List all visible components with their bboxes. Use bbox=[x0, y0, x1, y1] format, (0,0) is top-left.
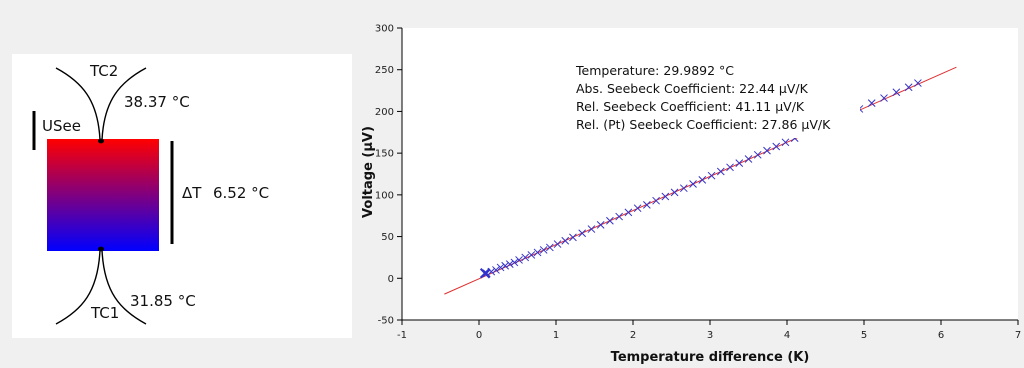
x-axis-ticks: -1 0 1 2 3 4 5 6 7 bbox=[397, 320, 1021, 341]
data-point bbox=[707, 171, 716, 180]
data-point bbox=[545, 243, 554, 252]
data-point bbox=[880, 94, 888, 102]
data-point bbox=[606, 216, 614, 225]
data-point bbox=[501, 261, 510, 270]
x-tick-label: 4 bbox=[784, 330, 790, 341]
annotation-box bbox=[568, 58, 860, 138]
x-axis-title: Temperature difference (K) bbox=[611, 350, 810, 365]
tc1-wire-left bbox=[55, 249, 101, 325]
data-point bbox=[492, 266, 500, 274]
data-point bbox=[587, 225, 596, 233]
y-tick-label: 150 bbox=[375, 149, 394, 160]
x-tick-label: -1 bbox=[397, 330, 407, 341]
y-tick-label: 300 bbox=[375, 24, 394, 35]
y-tick-label: 250 bbox=[375, 65, 394, 76]
tc2-wire-left bbox=[55, 67, 101, 141]
data-point bbox=[553, 240, 562, 248]
usee-label: USee bbox=[42, 117, 81, 135]
x-tick-label: 2 bbox=[630, 330, 636, 341]
data-point bbox=[763, 146, 771, 155]
tc2-junction bbox=[98, 138, 104, 144]
y-axis-title: Voltage (µV) bbox=[361, 126, 376, 218]
tc1-wire-right bbox=[101, 249, 147, 325]
data-point bbox=[505, 260, 514, 268]
data-point bbox=[772, 142, 781, 151]
data-point bbox=[867, 99, 876, 107]
delta-t-label: ΔT bbox=[182, 184, 202, 202]
x-tick-label: 6 bbox=[938, 330, 944, 341]
data-point bbox=[904, 83, 913, 92]
data-point bbox=[521, 253, 530, 262]
sample-gradient-block bbox=[47, 139, 159, 251]
data-point bbox=[569, 233, 577, 242]
data-point bbox=[578, 229, 587, 238]
tc2-label: TC2 bbox=[90, 62, 119, 80]
data-markers bbox=[479, 79, 922, 279]
tc2-temperature: 38.37 °C bbox=[124, 93, 190, 111]
data-point bbox=[479, 268, 491, 279]
data-point bbox=[670, 188, 679, 197]
data-point bbox=[726, 163, 734, 172]
data-point bbox=[735, 159, 744, 168]
data-point bbox=[661, 192, 670, 201]
data-point bbox=[633, 204, 642, 213]
x-tick-label: 7 bbox=[1015, 330, 1021, 341]
y-axis-ticks: -50 0 50 100 150 200 250 300 bbox=[375, 24, 402, 327]
x-tick-label: 0 bbox=[476, 330, 482, 341]
annotation-temperature: Temperature: 29.9892 °C bbox=[575, 63, 734, 78]
tc1-label: TC1 bbox=[91, 304, 120, 322]
data-point bbox=[716, 167, 725, 176]
tc2-wire-right bbox=[101, 67, 147, 141]
data-point bbox=[533, 248, 542, 257]
data-point bbox=[744, 155, 753, 163]
data-point bbox=[539, 246, 548, 254]
y-tick-label: 0 bbox=[388, 274, 394, 285]
y-tick-label: -50 bbox=[378, 316, 394, 327]
data-point bbox=[753, 150, 762, 159]
y-tick-label: 100 bbox=[375, 190, 394, 201]
thermocouple-diagram bbox=[32, 67, 174, 325]
data-point bbox=[510, 258, 519, 267]
data-point bbox=[527, 251, 536, 259]
data-point bbox=[698, 175, 707, 184]
delta-t-value: 6.52 °C bbox=[213, 184, 270, 202]
thermocouple-diagram-panel: TC2 38.37 °C USee ΔT 6.52 °C 31.85 °C TC… bbox=[12, 54, 352, 338]
data-point bbox=[561, 236, 570, 245]
y-tick-label: 50 bbox=[381, 232, 394, 243]
data-point bbox=[679, 184, 688, 193]
data-point bbox=[624, 208, 633, 217]
data-point bbox=[643, 201, 651, 209]
annotation-rel-pt-seebeck: Rel. (Pt) Seebeck Coefficient: 27.86 µV/… bbox=[576, 117, 831, 132]
tc1-temperature: 31.85 °C bbox=[130, 292, 196, 310]
data-point bbox=[496, 263, 505, 272]
data-point bbox=[892, 88, 901, 97]
x-tick-label: 3 bbox=[707, 330, 713, 341]
annotation-rel-seebeck: Rel. Seebeck Coefficient: 41.11 µV/K bbox=[576, 99, 805, 114]
data-point bbox=[914, 79, 922, 87]
y-tick-label: 200 bbox=[375, 107, 394, 118]
data-point bbox=[689, 180, 697, 188]
x-tick-label: 5 bbox=[861, 330, 867, 341]
data-point bbox=[596, 221, 605, 229]
data-point bbox=[615, 212, 623, 221]
data-point bbox=[515, 256, 523, 264]
x-tick-label: 1 bbox=[553, 330, 559, 341]
tc1-junction bbox=[98, 246, 104, 252]
annotation-abs-seebeck: Abs. Seebeck Coefficient: 22.44 µV/K bbox=[576, 81, 809, 96]
data-point bbox=[781, 138, 790, 147]
data-point bbox=[652, 196, 660, 205]
